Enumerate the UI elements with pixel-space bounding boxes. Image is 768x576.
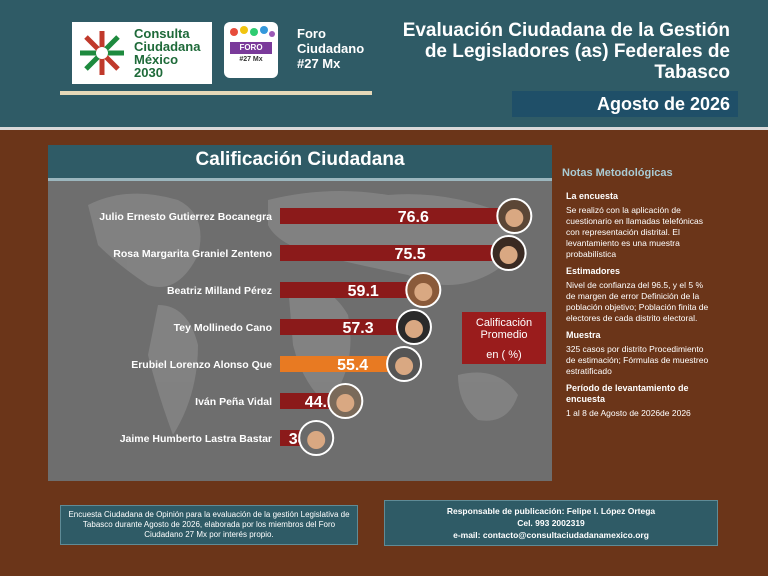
value-label: 59.1 xyxy=(348,283,379,300)
value-label: 55.4 xyxy=(337,357,368,374)
avatar-face-icon xyxy=(307,431,326,449)
notes-heading: Muestra xyxy=(566,330,601,340)
foro-band: FORO xyxy=(230,42,272,54)
chart-title: Calificación Ciudadana xyxy=(48,145,552,181)
avatar-face-icon xyxy=(505,209,524,227)
avatar-face-icon xyxy=(336,394,355,412)
average-box: Calificación Promedio en ( %) xyxy=(462,312,546,364)
foro-logo: FORO #27 Mx xyxy=(224,22,278,78)
notes-text: 325 casos por distrito Procedimiento de … xyxy=(566,344,709,376)
category-label: Rosa Margarita Graniel Zenteno xyxy=(113,248,272,260)
logo1-text: Consulta Ciudadana México 2030 xyxy=(134,26,201,80)
cross-arrows-icon xyxy=(76,27,128,79)
bar xyxy=(280,282,432,298)
avatar-face-icon xyxy=(499,246,518,264)
notes-text: 1 al 8 de Agosto de 2026de 2026 xyxy=(566,408,691,418)
avatar-face-icon xyxy=(414,283,433,301)
notes-title: Notas Metodológicas xyxy=(562,167,673,179)
bar xyxy=(280,356,413,372)
foro-sub: #27 Mx xyxy=(239,56,263,63)
category-label: Tey Mollinedo Cano xyxy=(174,322,272,334)
bar xyxy=(280,208,523,224)
notes-heading: La encuesta xyxy=(566,191,619,201)
notes-heading: Estimadores xyxy=(566,266,621,276)
header-underline xyxy=(60,91,372,95)
value-label: 76.6 xyxy=(398,209,429,226)
bar-chart: Julio Ernesto Gutierrez Bocanegra 76.6 Ros… xyxy=(88,191,533,456)
avatar-face-icon xyxy=(404,320,423,338)
footer-description: Encuesta Ciudadana de Opinión para la ev… xyxy=(60,505,358,545)
consulta-ciudadana-logo: Consulta Ciudadana México 2030 xyxy=(72,22,212,84)
bar xyxy=(280,319,422,335)
bar xyxy=(280,245,517,261)
date-badge: Agosto de 2026 xyxy=(512,91,738,117)
value-label: 75.5 xyxy=(395,246,426,263)
methodology-notes: Notas Metodológicas La encuesta Se reali… xyxy=(562,168,712,419)
category-label: Jaime Humberto Lastra Bastar xyxy=(120,433,272,445)
footer-contact: Responsable de publicación: Felipe I. Ló… xyxy=(384,500,718,546)
page-title: Evaluación Ciudadana de la Gestión de Le… xyxy=(402,20,730,83)
avatar-face-icon xyxy=(395,357,414,375)
people-group-icon xyxy=(230,26,275,37)
category-label: Erubiel Lorenzo Alonso Que xyxy=(131,359,272,371)
foro-ciudadano-label: Foro Ciudadano #27 Mx xyxy=(297,26,365,71)
category-label: Beatriz Milland Pérez xyxy=(167,285,272,297)
notes-text: Nivel de confianza del 96.5, y el 5 % de… xyxy=(566,280,709,323)
header-banner: Consulta Ciudadana México 2030 FORO #27 … xyxy=(0,0,768,130)
value-label: 57.3 xyxy=(343,320,374,337)
notes-text: Se realizó con la aplicación de cuestion… xyxy=(566,205,704,259)
notes-heading: Período de levantamiento de encuesta xyxy=(566,383,689,404)
category-label: Iván Peña Vidal xyxy=(195,396,272,408)
category-label: Julio Ernesto Gutierrez Bocanegra xyxy=(99,211,272,223)
